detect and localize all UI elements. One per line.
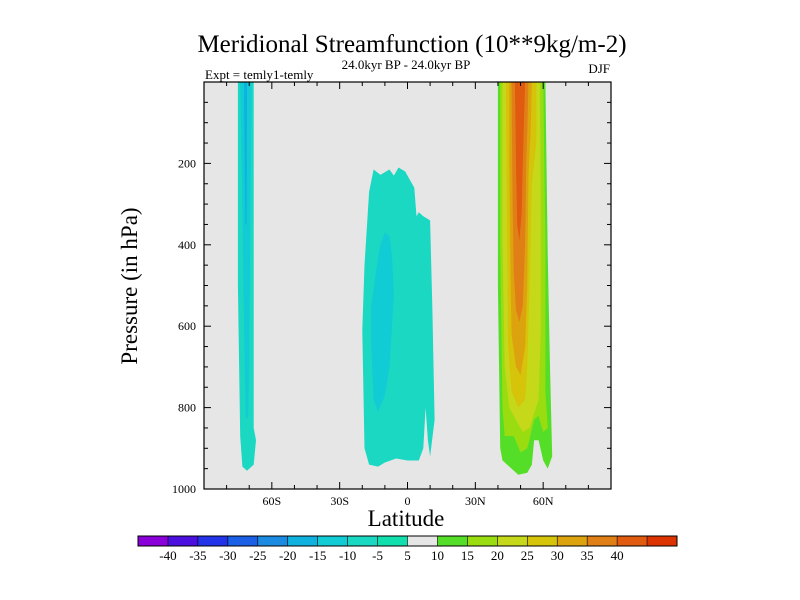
colorbar-swatch [347, 536, 378, 546]
colorbar-swatch [407, 536, 438, 546]
colorbar-label: 10 [431, 548, 444, 563]
colorbar-label: -5 [372, 548, 383, 563]
colorbar-label: -10 [339, 548, 356, 563]
colorbar-swatch [467, 536, 498, 546]
colorbar-swatch [497, 536, 528, 546]
colorbar-swatch [587, 536, 618, 546]
y-tick-label: 1000 [172, 482, 196, 496]
y-tick-label: 400 [178, 238, 196, 252]
colorbar-swatch [138, 536, 169, 546]
colorbar-label: -25 [249, 548, 266, 563]
colorbar-swatch [617, 536, 648, 546]
colorbar-label: 20 [491, 548, 504, 563]
colorbar-label: 30 [551, 548, 564, 563]
colorbar-label: 15 [461, 548, 474, 563]
colorbar-swatch [197, 536, 229, 546]
colorbar-label: 35 [581, 548, 594, 563]
x-tick-label: 0 [405, 494, 411, 508]
x-tick-label: 60N [533, 494, 554, 508]
subtitle-right: DJF [588, 61, 610, 76]
subtitle-center: 24.0kyr BP - 24.0kyr BP [342, 57, 471, 72]
colorbar-label: -20 [279, 548, 296, 563]
colorbar-label: -40 [159, 548, 176, 563]
colorbar-swatch [317, 536, 348, 546]
y-tick-label: 600 [178, 319, 196, 333]
colorbar-label: 5 [404, 548, 411, 563]
subtitle-left: Expt = temly1-temly [205, 67, 314, 82]
colorbar-swatch [167, 536, 199, 546]
colorbar-label: -35 [189, 548, 206, 563]
contour-region-1 [240, 82, 252, 420]
x-tick-label: 30N [465, 494, 486, 508]
colorbar-swatch [647, 536, 678, 546]
contour-region-11 [514, 82, 526, 241]
contour-regions [237, 82, 553, 475]
axis-ticks: 60S 30S 0 30N 60N 200 400 600 800 1000 [172, 81, 612, 508]
y-tick-label: 800 [178, 401, 196, 415]
colorbar-swatch [227, 536, 259, 546]
contour-region-4 [371, 232, 394, 412]
colorbar-label: 40 [611, 548, 624, 563]
colorbar: -40 -35 -30 -25 -20 -15 -10 -5 5 10 15 20 25 30 35 40 [137, 535, 678, 563]
colorbar-label: -15 [309, 548, 326, 563]
colorbar-swatch [257, 536, 289, 546]
y-axis-label: Pressure (in hPa) [117, 207, 142, 364]
x-axis-label: Latitude [368, 506, 445, 531]
colorbar-swatch [287, 536, 318, 546]
chart-title: Meridional Streamfunction (10**9kg/m-2) [197, 31, 626, 58]
colorbar-swatch [377, 536, 408, 546]
x-tick-label: 60S [262, 494, 281, 508]
colorbar-label: 25 [521, 548, 534, 563]
colorbar-label: -30 [219, 548, 236, 563]
contour-region-2 [244, 82, 247, 225]
colorbar-swatch [557, 536, 588, 546]
x-tick-label: 30S [330, 494, 349, 508]
colorbar-swatch [437, 536, 468, 546]
y-tick-label: 200 [178, 156, 196, 170]
colorbar-swatch [527, 536, 558, 546]
